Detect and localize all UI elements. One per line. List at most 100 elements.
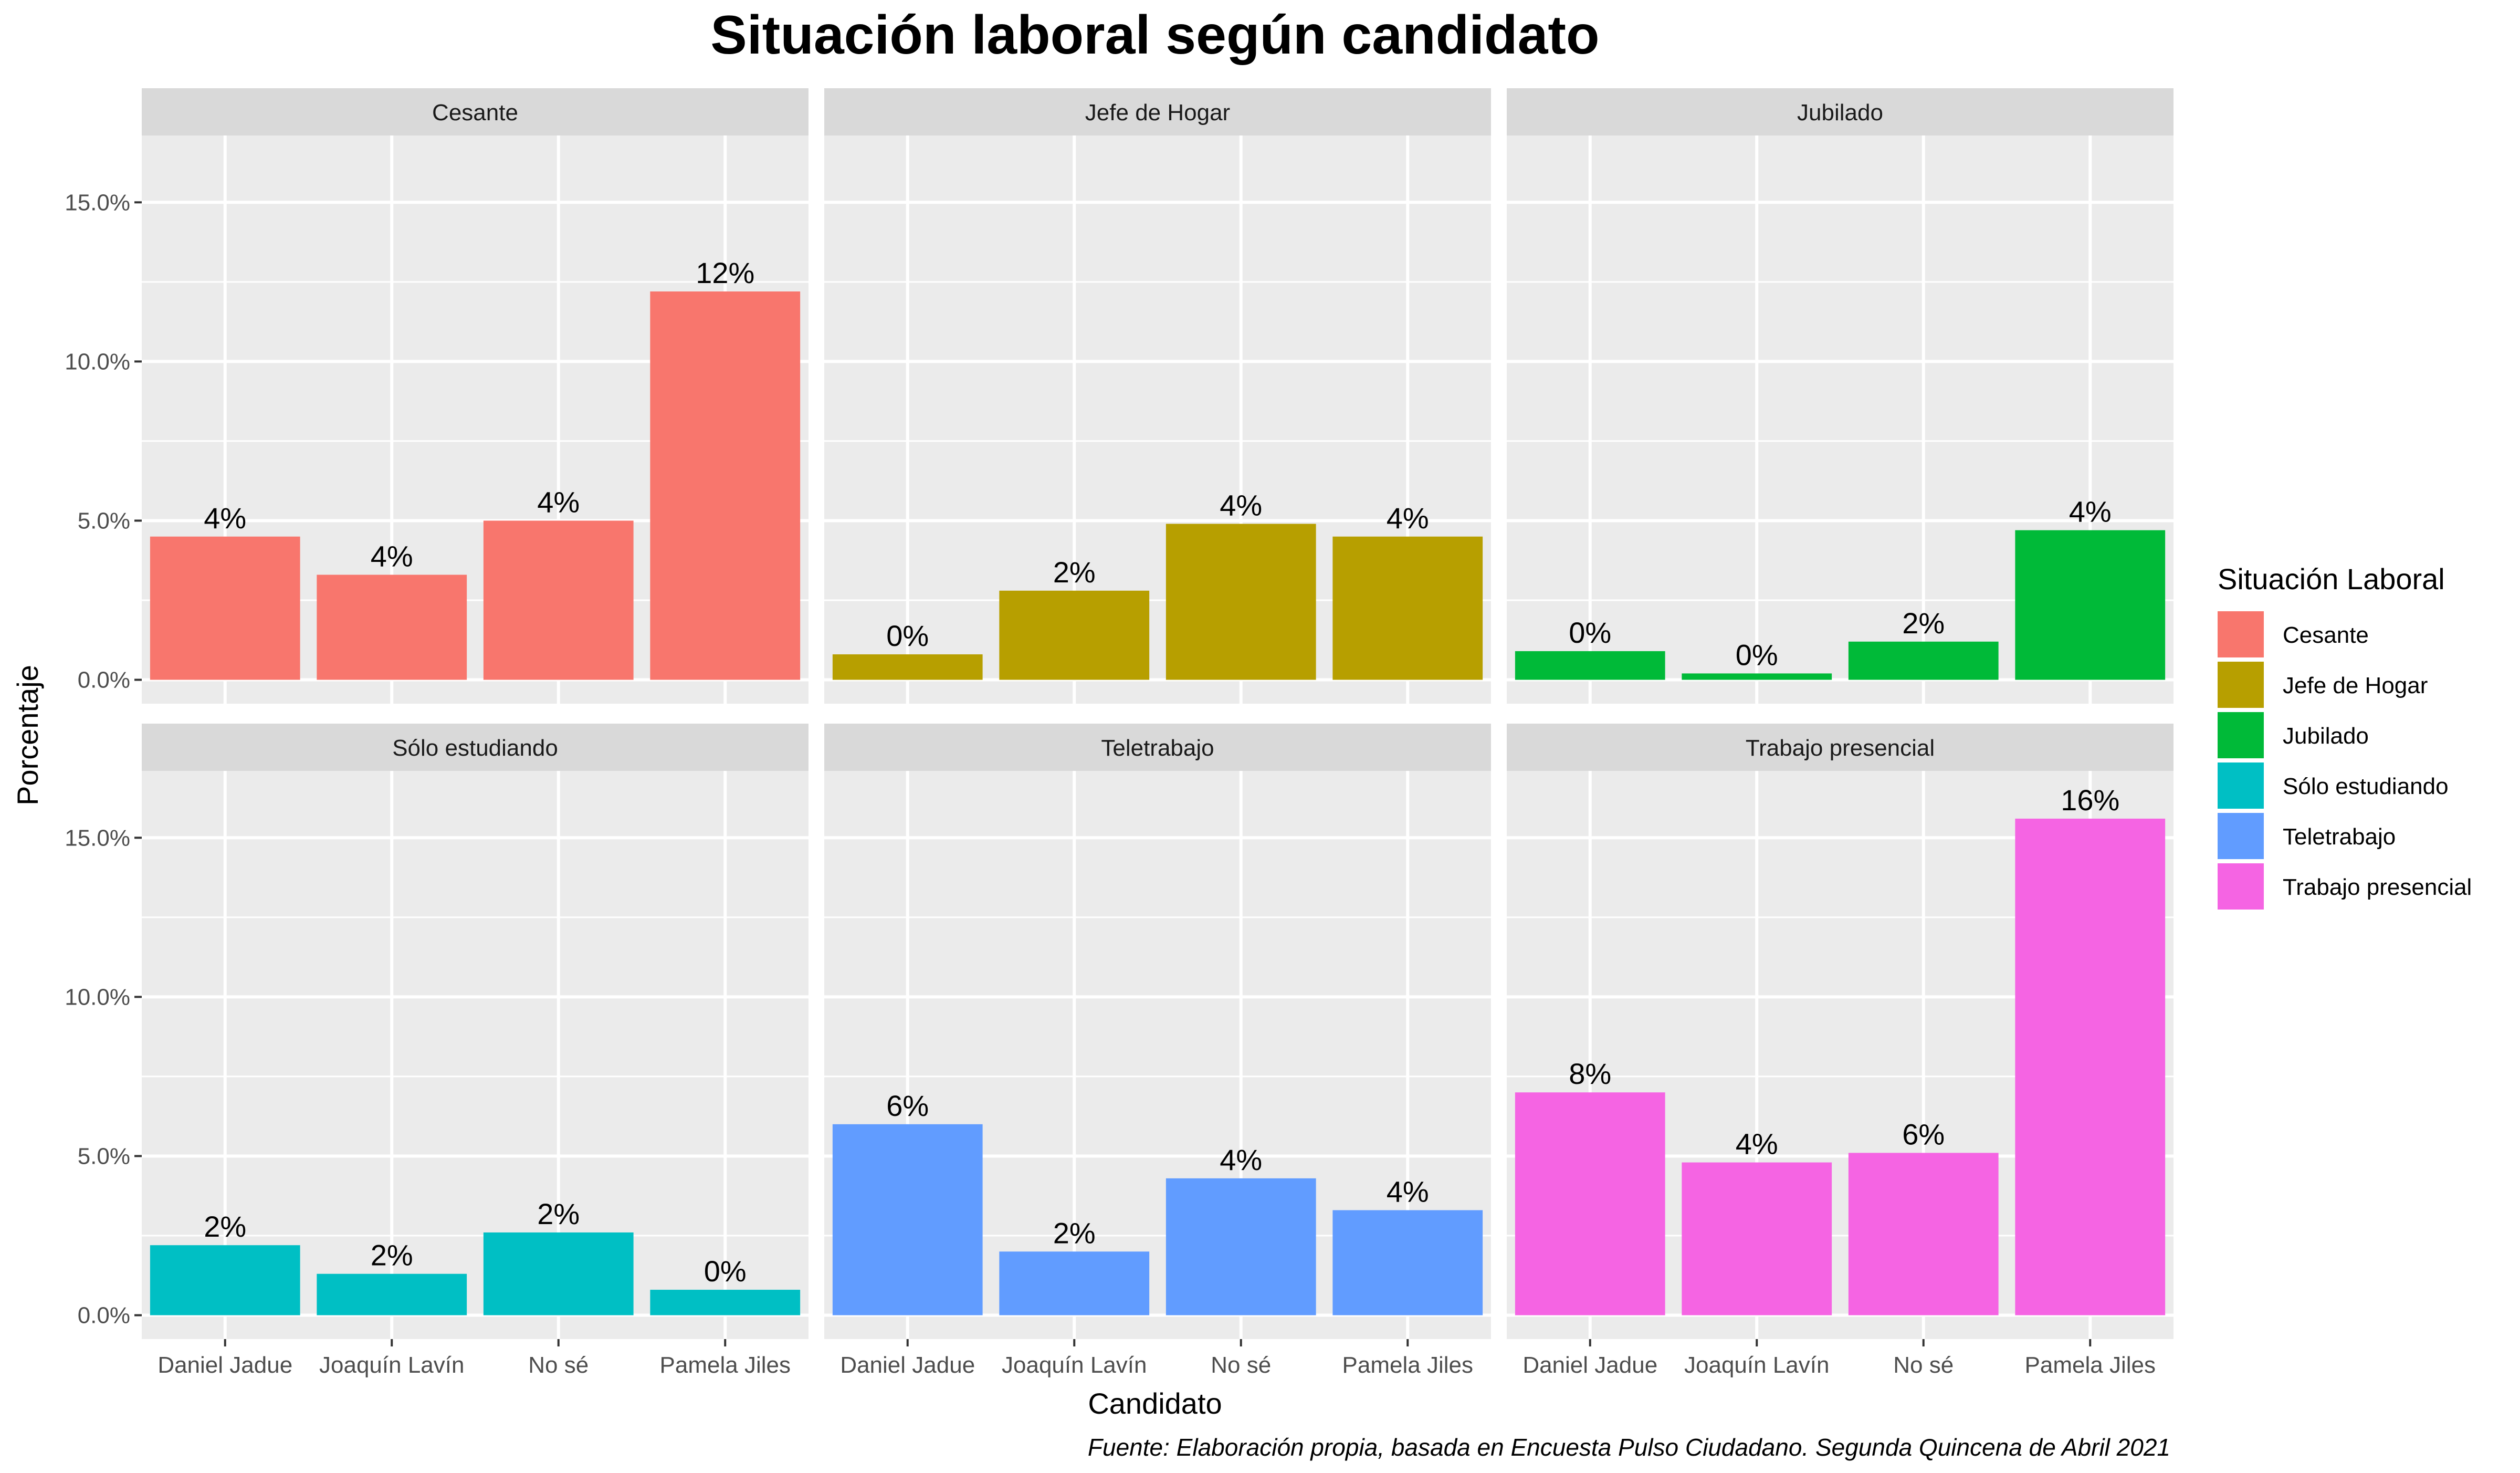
bar-label: 4%	[1220, 1143, 1262, 1176]
facet-strip-label: Sólo estudiando	[392, 735, 558, 761]
y-tick-label: 0.0%	[78, 1303, 130, 1329]
x-tick-label: Daniel Jadue	[840, 1352, 975, 1378]
y-axis-title: Porcentaje	[11, 665, 44, 806]
x-tick-label: Daniel Jadue	[158, 1352, 292, 1378]
facet-strip	[1507, 88, 2174, 135]
bar-label: 4%	[1736, 1127, 1778, 1161]
facet-strip	[142, 88, 808, 135]
bar	[150, 536, 300, 680]
legend-item-label: Cesante	[2283, 622, 2369, 648]
x-tick-label: No sé	[1893, 1352, 1954, 1378]
bar	[317, 1273, 467, 1315]
bar-label: 4%	[1220, 489, 1262, 522]
legend-swatch	[2218, 712, 2264, 758]
legend-item-label: Teletrabajo	[2283, 824, 2396, 850]
facet-strip	[824, 88, 1491, 135]
bar-label: 12%	[696, 256, 754, 289]
bar	[1848, 1153, 1999, 1315]
bar	[483, 520, 634, 680]
bar-label: 4%	[204, 502, 246, 535]
bar	[832, 654, 983, 680]
bar-label: 2%	[371, 1239, 413, 1272]
bar-label: 0%	[1736, 638, 1778, 671]
facet-strip	[1507, 724, 2174, 771]
bar-label: 6%	[886, 1089, 929, 1122]
legend-item-label: Jefe de Hogar	[2283, 673, 2428, 698]
bar-label: 6%	[1902, 1117, 1945, 1151]
x-tick-label: Joaquín Lavín	[1684, 1352, 1829, 1378]
facet-strip	[142, 724, 808, 771]
legend-swatch	[2218, 813, 2264, 859]
facet-panel-3: Sólo estudiando 2% 2% 2% 0% 0.0% 5.0% 10.0% 15.0…	[65, 724, 808, 1378]
legend-swatch	[2218, 662, 2264, 708]
bar-label: 2%	[1053, 556, 1096, 589]
bar	[317, 574, 467, 680]
facet-panel-4: Teletrabajo 6% 2% 4% 4% Daniel Jadue Joaquín L…	[824, 724, 1491, 1378]
facet-panel-1: Jefe de Hogar 0% 2% 4% 4%	[824, 88, 1491, 704]
legend-swatch	[2218, 762, 2264, 809]
facet-panel-0: Cesante 4% 4% 4% 12% 0.0% 5.0% 10.0% 15.0%	[65, 88, 808, 704]
bar	[650, 1290, 801, 1315]
legend: Situación Laboral Cesante Jefe de Hogar Ju…	[2218, 562, 2472, 910]
bar	[1682, 1162, 1832, 1315]
x-tick-label: Pamela Jiles	[2025, 1352, 2156, 1378]
y-tick-label: 10.0%	[65, 349, 130, 374]
x-tick-label: Joaquín Lavín	[319, 1352, 464, 1378]
y-tick-label: 5.0%	[78, 1143, 130, 1169]
y-tick-label: 15.0%	[65, 825, 130, 851]
facet-panel-5: Trabajo presencial 8% 4% 6% 16% Daniel Jadue J…	[1507, 724, 2174, 1378]
bar-label: 2%	[537, 1197, 580, 1230]
facet-strip-label: Jefe de Hogar	[1085, 100, 1230, 126]
bar-label: 0%	[704, 1255, 747, 1288]
bar-label: 16%	[2061, 783, 2119, 817]
bar	[150, 1245, 300, 1315]
bar	[483, 1232, 634, 1315]
bar	[2015, 530, 2166, 680]
y-tick-label: 5.0%	[78, 508, 130, 534]
bar	[1848, 641, 1999, 680]
bar-label: 0%	[1569, 616, 1611, 649]
bar	[1515, 651, 1665, 680]
legend-item-label: Sólo estudiando	[2283, 774, 2449, 799]
legend-item-label: Trabajo presencial	[2283, 874, 2472, 900]
chart-caption: Fuente: Elaboración propia, basada en En…	[1088, 1434, 2170, 1461]
bar-label: 8%	[1569, 1057, 1611, 1090]
bar	[1332, 1210, 1483, 1315]
bar-label: 2%	[1053, 1216, 1096, 1249]
bar	[1166, 524, 1316, 680]
legend-item-label: Jubilado	[2283, 723, 2369, 749]
x-axis-title: Candidato	[1088, 1387, 1222, 1420]
bar	[1515, 1092, 1665, 1315]
x-tick-label: Pamela Jiles	[1342, 1352, 1473, 1378]
bar-label: 0%	[886, 619, 929, 652]
panels-layer: Cesante 4% 4% 4% 12% 0.0% 5.0% 10.0% 15.0% Jefe d…	[65, 88, 2174, 1378]
facet-strip-label: Jubilado	[1797, 100, 1883, 126]
x-tick-label: Joaquín Lavín	[1002, 1352, 1147, 1378]
y-tick-label: 10.0%	[65, 984, 130, 1010]
legend-swatch	[2218, 863, 2264, 910]
bar-label: 4%	[537, 485, 580, 518]
x-tick-label: No sé	[528, 1352, 589, 1378]
bar-label: 4%	[1387, 502, 1429, 535]
bar	[650, 291, 801, 680]
y-tick-label: 0.0%	[78, 667, 130, 693]
chart-title: Situación laboral según candidato	[710, 5, 1599, 66]
facet-panel-2: Jubilado 0% 0% 2% 4%	[1507, 88, 2174, 704]
bar	[1332, 536, 1483, 680]
facet-strip-label: Teletrabajo	[1101, 735, 1214, 761]
bar	[1166, 1178, 1316, 1315]
bar	[999, 590, 1150, 680]
bar-label: 2%	[204, 1210, 246, 1243]
facet-strip	[824, 724, 1491, 771]
legend-title: Situación Laboral	[2218, 562, 2445, 596]
y-tick-label: 15.0%	[65, 190, 130, 215]
bar-label: 4%	[371, 540, 413, 573]
bar-label: 4%	[1387, 1175, 1429, 1208]
plot-background	[142, 771, 808, 1339]
bar-label: 4%	[2069, 495, 2112, 528]
legend-swatch	[2218, 611, 2264, 657]
bar	[1682, 673, 1832, 680]
bar-label: 2%	[1902, 607, 1945, 640]
